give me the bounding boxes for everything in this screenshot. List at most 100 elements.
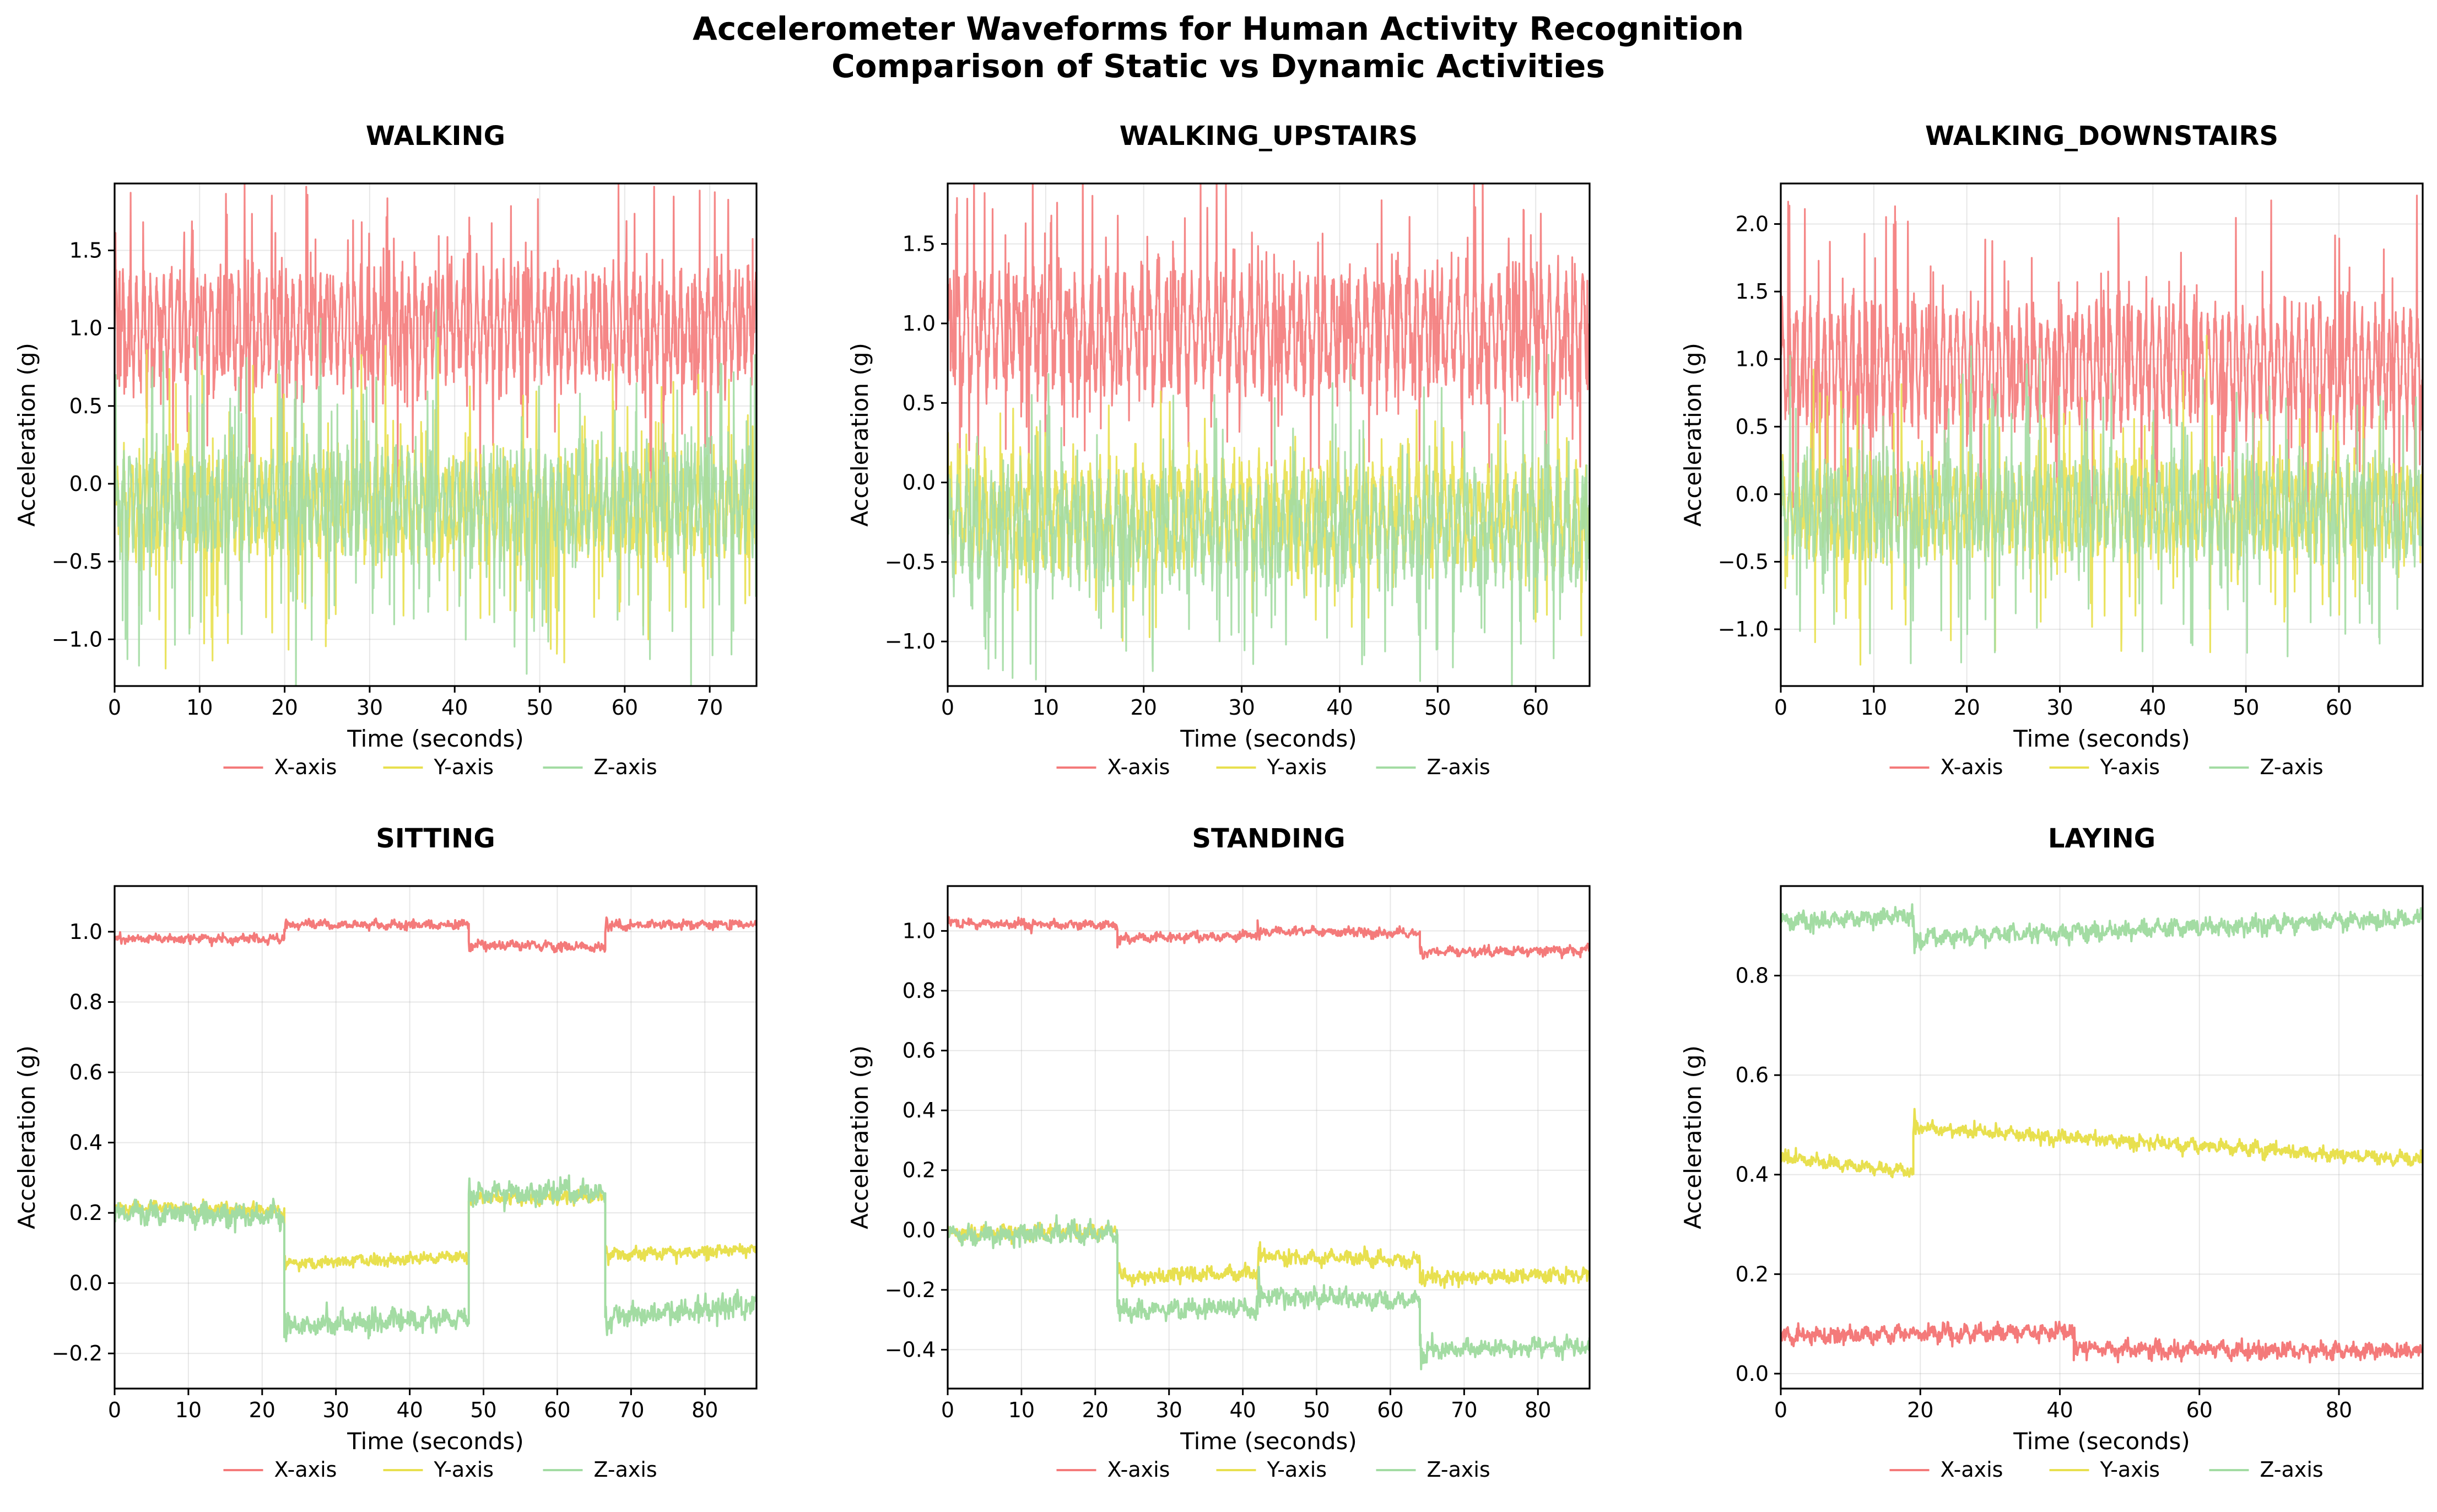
x-tick-label: 40 bbox=[2139, 695, 2166, 720]
legend: X-axis Y-axis Z-axis bbox=[223, 755, 657, 779]
x-tick-label: 30 bbox=[356, 695, 383, 720]
y-tick-label: −1.0 bbox=[1718, 617, 1769, 641]
y-tick-label: 0.5 bbox=[903, 391, 936, 415]
legend-label-z-axis: Z-axis bbox=[1427, 755, 1490, 779]
x-tick-label: 70 bbox=[696, 695, 723, 720]
legend-label-x-axis: X-axis bbox=[1107, 755, 1170, 779]
x-tick-label: 30 bbox=[1228, 695, 1255, 720]
x-tick-label: 0 bbox=[1774, 1398, 1787, 1422]
series-group bbox=[948, 183, 1590, 686]
panel-title: WALKING_UPSTAIRS bbox=[1120, 121, 1418, 152]
x-axis-label: Time (seconds) bbox=[347, 1428, 524, 1455]
legend-label-x-axis: X-axis bbox=[274, 755, 337, 779]
y-axis-label: Acceleration (g) bbox=[13, 343, 40, 527]
x-tick-label: 0 bbox=[941, 1398, 954, 1422]
x-tick-label: 20 bbox=[1907, 1398, 1933, 1422]
series-group bbox=[948, 916, 1590, 1370]
y-tick-label: −0.5 bbox=[1718, 549, 1769, 574]
x-tick-label: 20 bbox=[271, 695, 298, 720]
x-tick-label: 60 bbox=[2326, 695, 2352, 720]
y-axis-label: Acceleration (g) bbox=[13, 1045, 40, 1229]
y-tick-label: 0.2 bbox=[903, 1158, 936, 1182]
plot-frame bbox=[114, 182, 758, 687]
legend-label-x-axis: X-axis bbox=[1941, 1457, 2003, 1482]
legend: X-axis Y-axis Z-axis bbox=[1889, 755, 2323, 779]
x-axis-label: Time (seconds) bbox=[1180, 725, 1357, 752]
x-tick-label: 20 bbox=[249, 1398, 275, 1422]
y-tick-label: 0.5 bbox=[1736, 414, 1769, 439]
series-line-x-axis bbox=[948, 916, 1590, 960]
x-tick-label: 20 bbox=[1082, 1398, 1109, 1422]
y-axis-label: Acceleration (g) bbox=[1679, 343, 1706, 527]
series-group bbox=[1781, 195, 2423, 666]
x-tick-label: 0 bbox=[108, 1398, 121, 1422]
y-axis-label: Acceleration (g) bbox=[846, 1045, 873, 1229]
y-tick-label: 0.5 bbox=[69, 394, 102, 418]
x-tick-label: 70 bbox=[1451, 1398, 1477, 1422]
x-tick-label: 60 bbox=[1377, 1398, 1403, 1422]
legend-label-x-axis: X-axis bbox=[1107, 1457, 1170, 1482]
x-tick-label: 0 bbox=[941, 695, 954, 720]
legend-label-z-axis: Z-axis bbox=[594, 755, 657, 779]
x-tick-label: 50 bbox=[1303, 1398, 1330, 1422]
x-tick-label: 50 bbox=[2233, 695, 2259, 720]
y-tick-label: 0.8 bbox=[69, 990, 102, 1014]
legend: X-axis Y-axis Z-axis bbox=[223, 1457, 657, 1482]
plot-frame bbox=[947, 885, 1591, 1390]
plot-frame bbox=[947, 182, 1591, 687]
series-line-x-axis bbox=[115, 916, 757, 954]
chart-panel-walking-downstairs: WALKING_DOWNSTAIRS 0 10 20 30 40 50 60 −1.0 −0.5 0… bbox=[1679, 121, 2424, 779]
series-group bbox=[115, 916, 757, 1342]
series-line-x-axis bbox=[948, 183, 1590, 492]
y-axis-label: Acceleration (g) bbox=[1679, 1045, 1706, 1229]
y-tick-label: 1.0 bbox=[903, 311, 936, 336]
chart-panel-laying: LAYING 0 20 40 60 80 0.0 0.2 0.4 0.6 0.8 Time (seco… bbox=[1679, 823, 2424, 1482]
plot-frame bbox=[1780, 182, 2424, 687]
x-axis-label: Time (seconds) bbox=[1180, 1428, 1357, 1455]
y-tick-label: −0.5 bbox=[885, 550, 936, 574]
chart-panel-sitting: SITTING 0 10 20 30 40 50 60 70 80 −0.2 0.0 0.2 0.4 0.6… bbox=[13, 823, 758, 1482]
x-tick-label: 30 bbox=[2046, 695, 2073, 720]
series-line-x-axis bbox=[115, 183, 757, 495]
y-tick-label: 0.4 bbox=[903, 1098, 936, 1122]
x-tick-label: 0 bbox=[1774, 695, 1787, 720]
y-tick-label: 0.8 bbox=[1736, 964, 1769, 988]
x-tick-label: 50 bbox=[470, 1398, 496, 1422]
y-axis-label: Acceleration (g) bbox=[846, 343, 873, 527]
legend-label-z-axis: Z-axis bbox=[1427, 1457, 1490, 1482]
x-tick-label: 10 bbox=[1008, 1398, 1035, 1422]
x-tick-label: 80 bbox=[691, 1398, 718, 1422]
x-tick-label: 10 bbox=[175, 1398, 202, 1422]
series-group bbox=[115, 183, 757, 686]
y-tick-label: 1.5 bbox=[1736, 279, 1769, 304]
legend-label-y-axis: Y-axis bbox=[1267, 1457, 1327, 1482]
series-line-y-axis bbox=[115, 1186, 757, 1273]
chart-panel-walking: WALKING 0 10 20 30 40 50 60 70 −1.0 −0.5 0.0 0.5 1.0 1… bbox=[13, 121, 758, 779]
series-line-z-axis bbox=[948, 1214, 1590, 1370]
y-tick-label: 0.0 bbox=[69, 1271, 102, 1295]
panel-title: SITTING bbox=[376, 823, 495, 854]
y-tick-label: 0.6 bbox=[903, 1039, 936, 1063]
x-tick-label: 80 bbox=[2326, 1398, 2352, 1422]
y-tick-label: −0.2 bbox=[52, 1341, 102, 1365]
x-tick-label: 40 bbox=[441, 695, 468, 720]
legend-label-z-axis: Z-axis bbox=[2260, 1457, 2323, 1482]
x-tick-label: 20 bbox=[1954, 695, 1980, 720]
y-tick-label: −0.4 bbox=[885, 1337, 936, 1362]
y-tick-label: 2.0 bbox=[1736, 212, 1769, 236]
legend-label-y-axis: Y-axis bbox=[434, 755, 494, 779]
x-tick-label: 30 bbox=[323, 1398, 349, 1422]
x-tick-label: 20 bbox=[1131, 695, 1157, 720]
x-tick-label: 40 bbox=[396, 1398, 423, 1422]
legend-label-y-axis: Y-axis bbox=[2100, 755, 2160, 779]
legend: X-axis Y-axis Z-axis bbox=[1889, 1457, 2323, 1482]
y-tick-label: 0.6 bbox=[1736, 1063, 1769, 1087]
x-tick-label: 80 bbox=[1525, 1398, 1551, 1422]
x-tick-label: 10 bbox=[1033, 695, 1059, 720]
chart-panel-walking-upstairs: WALKING_UPSTAIRS 0 10 20 30 40 50 60 −1.0 −0.5 0.0… bbox=[846, 121, 1591, 779]
x-tick-label: 0 bbox=[108, 695, 121, 720]
legend-label-x-axis: X-axis bbox=[1941, 755, 2003, 779]
series-line-x-axis bbox=[1781, 195, 2423, 559]
x-axis-label: Time (seconds) bbox=[2013, 725, 2190, 752]
legend-label-x-axis: X-axis bbox=[274, 1457, 337, 1482]
